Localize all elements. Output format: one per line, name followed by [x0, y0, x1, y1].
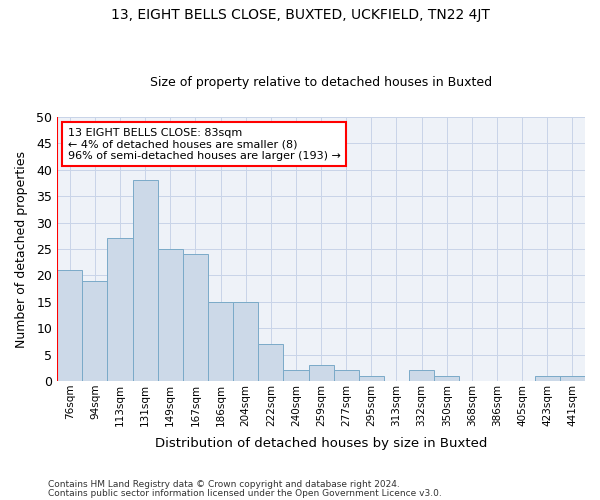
Bar [434, 376, 460, 381]
Bar [183, 254, 208, 381]
Y-axis label: Number of detached properties: Number of detached properties [15, 150, 28, 348]
Bar [82, 280, 107, 381]
Bar [133, 180, 158, 381]
Bar [107, 238, 133, 381]
X-axis label: Distribution of detached houses by size in Buxted: Distribution of detached houses by size … [155, 437, 487, 450]
Bar [535, 376, 560, 381]
Bar [359, 376, 384, 381]
Bar [258, 344, 283, 381]
Title: Size of property relative to detached houses in Buxted: Size of property relative to detached ho… [150, 76, 492, 90]
Text: Contains HM Land Registry data © Crown copyright and database right 2024.: Contains HM Land Registry data © Crown c… [48, 480, 400, 489]
Text: 13 EIGHT BELLS CLOSE: 83sqm
← 4% of detached houses are smaller (8)
96% of semi-: 13 EIGHT BELLS CLOSE: 83sqm ← 4% of deta… [68, 128, 341, 161]
Bar [334, 370, 359, 381]
Bar [409, 370, 434, 381]
Bar [158, 249, 183, 381]
Bar [57, 270, 82, 381]
Bar [208, 302, 233, 381]
Bar [233, 302, 258, 381]
Bar [308, 365, 334, 381]
Text: 13, EIGHT BELLS CLOSE, BUXTED, UCKFIELD, TN22 4JT: 13, EIGHT BELLS CLOSE, BUXTED, UCKFIELD,… [110, 8, 490, 22]
Bar [560, 376, 585, 381]
Bar [283, 370, 308, 381]
Text: Contains public sector information licensed under the Open Government Licence v3: Contains public sector information licen… [48, 488, 442, 498]
